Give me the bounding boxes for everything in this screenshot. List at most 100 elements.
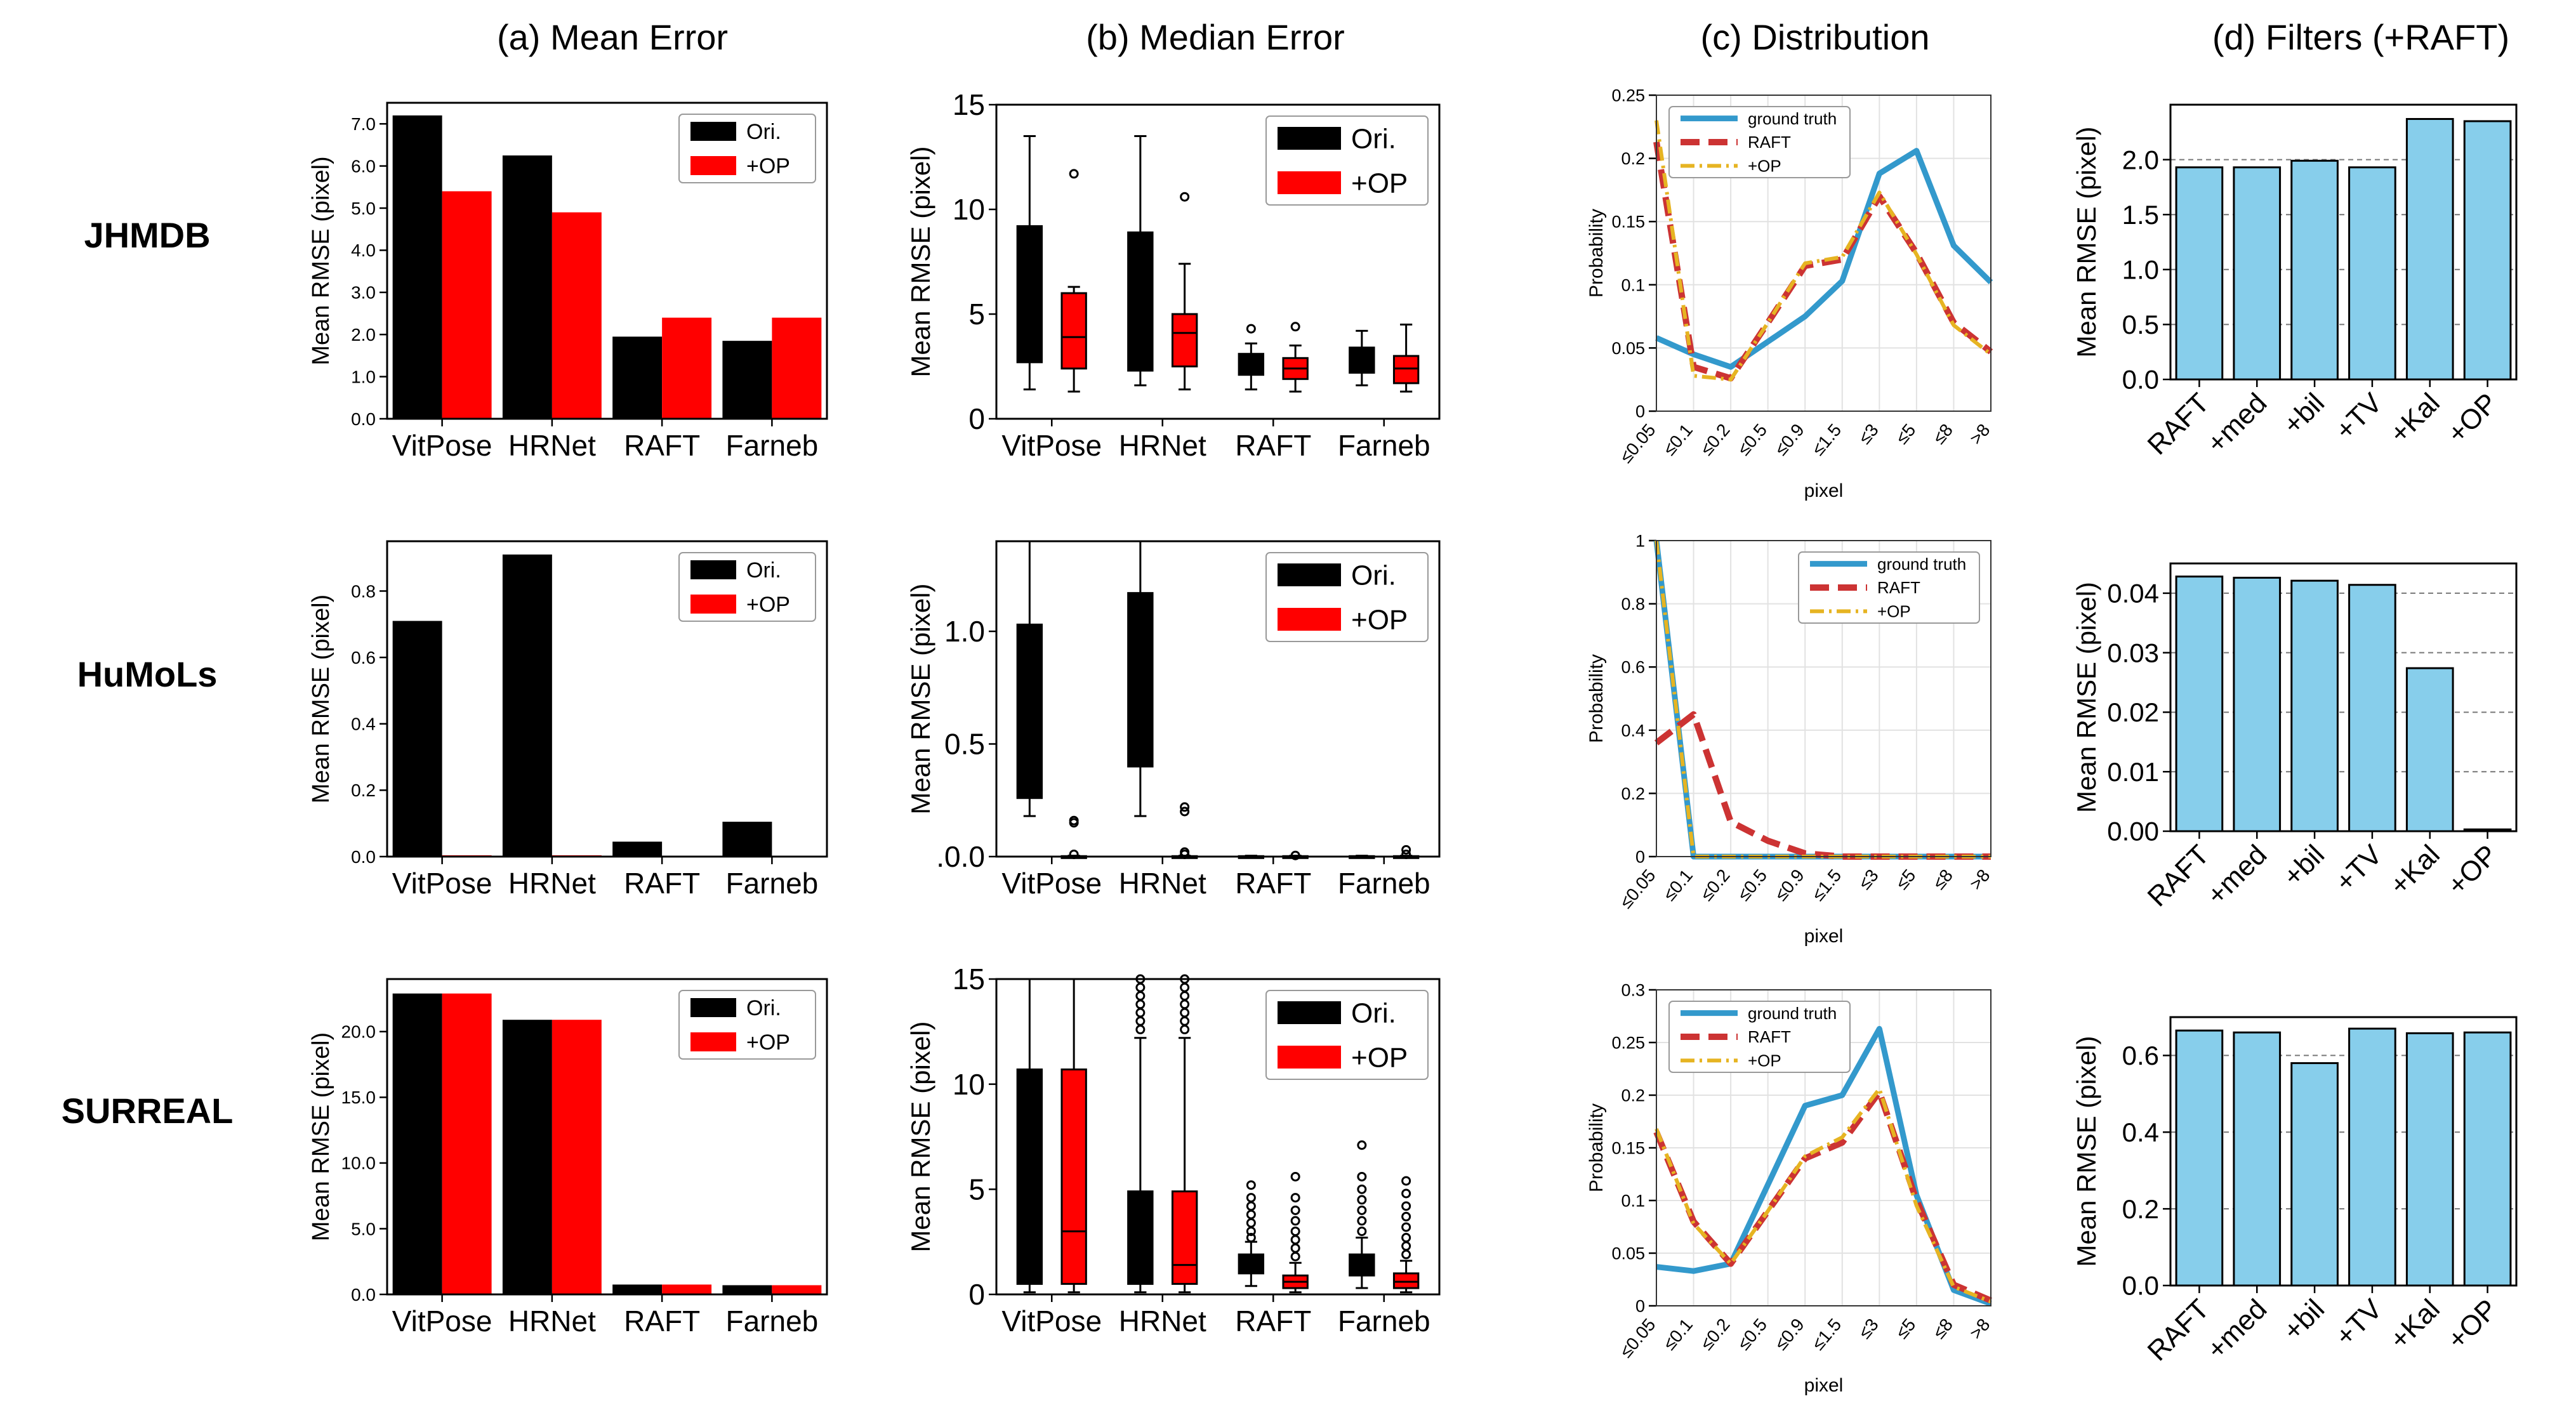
c-surreal-ytick-label: 0 xyxy=(1635,1296,1645,1315)
c-humols-legend-label: +OP xyxy=(1877,602,1911,621)
c-jhmdb-ylabel: Probability xyxy=(1586,209,1607,298)
c-surreal-legend-label: RAFT xyxy=(1748,1027,1791,1046)
a-jhmdb-category-label: RAFT xyxy=(624,429,700,462)
d-surreal-bar xyxy=(2233,1031,2282,1287)
b-surreal-box-Ori. xyxy=(1127,1190,1154,1285)
b-surreal-flier xyxy=(1401,1176,1411,1186)
d-jhmdb-ytick-label: 0.5 xyxy=(2122,310,2159,339)
c-jhmdb-ytick-label: 0.1 xyxy=(1621,275,1645,294)
b-surreal-category-label: HRNet xyxy=(1119,1305,1206,1338)
d-humols-bar xyxy=(2348,584,2396,832)
c-jhmdb-series-ground-truth xyxy=(1655,148,1993,370)
b-surreal-category-label: RAFT xyxy=(1235,1305,1311,1338)
c-surreal-xlabel: pixel xyxy=(1804,1375,1844,1396)
a-surreal-ytick-label: 15.0 xyxy=(341,1088,376,1107)
b-surreal-flier xyxy=(1180,1008,1190,1018)
a-humols-category-label: VitPose xyxy=(392,867,492,900)
d-humols-ytick-label: 0.02 xyxy=(2107,697,2159,727)
b-surreal-flier xyxy=(1246,1180,1256,1190)
b-jhmdb-legend-label: +OP xyxy=(1351,168,1408,199)
b-jhmdb-box-Ori. xyxy=(1349,346,1375,374)
a-surreal-bar-+OP xyxy=(442,993,492,1294)
d-surreal-bar xyxy=(2290,1062,2339,1287)
b-jhmdb-box-Ori. xyxy=(1016,225,1043,364)
a-surreal-category-label: RAFT xyxy=(624,1305,700,1338)
c-humols-category-label: ≤3 xyxy=(1854,865,1882,893)
a-surreal-legend-swatch xyxy=(690,998,736,1017)
c-humols-category-label: ≤0.5 xyxy=(1734,865,1771,905)
b-jhmdb-frame xyxy=(995,103,1441,420)
b-humols-ylabel: Mean RMSE (pixel) xyxy=(906,583,935,814)
b-surreal-flier xyxy=(1357,1216,1367,1226)
a-humols-bar-Ori. xyxy=(502,554,552,857)
b-humols-flier xyxy=(1290,850,1300,860)
c-surreal-legend-label: ground truth xyxy=(1748,1004,1837,1023)
b-jhmdb-box-+OP xyxy=(1060,292,1087,370)
c-jhmdb-category-label: ≤0.05 xyxy=(1616,420,1660,466)
c-surreal-category-label: ≤0.2 xyxy=(1696,1315,1734,1354)
d-surreal-category-label: RAFT xyxy=(2142,1293,2216,1367)
c-humols-legend xyxy=(1798,551,1980,624)
c-humols-xlabel: pixel xyxy=(1804,926,1844,947)
b-humols-box-Ori. xyxy=(1016,623,1043,799)
a-jhmdb-ytick-label: 6.0 xyxy=(351,156,376,176)
a-surreal-bar-Ori. xyxy=(612,1284,663,1294)
c-jhmdb-category-label: ≤0.1 xyxy=(1660,420,1697,459)
b-surreal-flier xyxy=(1180,982,1190,992)
c-jhmdb-category-label: ≤0.2 xyxy=(1696,420,1734,459)
b-humols-category-label: RAFT xyxy=(1235,867,1311,900)
a-surreal-bar-Ori. xyxy=(502,1020,552,1294)
b-humols-flier xyxy=(1401,849,1411,859)
a-jhmdb-ylabel: Mean RMSE (pixel) xyxy=(308,156,334,365)
b-surreal-flier xyxy=(1180,1025,1190,1035)
b-surreal-box-Ori. xyxy=(1238,1253,1265,1275)
c-humols-category-label: ≤0.1 xyxy=(1660,865,1697,905)
c-surreal-legend-label: +OP xyxy=(1748,1051,1781,1070)
b-jhmdb-ylabel: Mean RMSE (pixel) xyxy=(906,146,935,377)
a-surreal-bar-Ori. xyxy=(722,1285,772,1294)
b-surreal-flier xyxy=(1401,1233,1411,1243)
b-surreal-flier xyxy=(1357,1140,1367,1150)
b-humols-ytick-label: 0.5 xyxy=(944,728,985,761)
a-humols-ytick-label: 0.2 xyxy=(351,780,376,800)
a-humols-ytick-label: 0.8 xyxy=(351,581,376,601)
c-surreal-category-label: ≤0.1 xyxy=(1660,1315,1697,1354)
d-surreal-ytick-label: 0.2 xyxy=(2122,1194,2159,1224)
b-humols-category-label: HRNet xyxy=(1119,867,1206,900)
a-humols-ytick-label: 0.4 xyxy=(351,714,376,734)
c-humols-category-label: ≤0.2 xyxy=(1696,865,1734,905)
d-jhmdb-bar xyxy=(2233,166,2282,381)
c-jhmdb-legend-label: RAFT xyxy=(1748,133,1791,152)
d-surreal-category-label: +bil xyxy=(2277,1293,2330,1346)
b-surreal-flier xyxy=(1135,982,1146,992)
c-jhmdb-category-label: >8 xyxy=(1965,420,1993,448)
b-jhmdb-category-label: VitPose xyxy=(1001,429,1102,462)
b-jhmdb-category-label: Farneb xyxy=(1338,429,1430,462)
a-surreal-category-label: HRNet xyxy=(508,1305,596,1338)
a-surreal-ytick-label: 5.0 xyxy=(351,1219,376,1239)
b-jhmdb-legend-swatch xyxy=(1278,127,1341,150)
c-surreal-ytick-label: 0.1 xyxy=(1621,1191,1645,1210)
b-surreal-flier xyxy=(1290,1171,1300,1181)
d-jhmdb-bar xyxy=(2348,166,2396,381)
c-jhmdb-category-label: ≤5 xyxy=(1892,420,1920,448)
b-surreal-flier xyxy=(1246,1193,1256,1203)
d-surreal-category-label: +OP xyxy=(2441,1293,2504,1355)
c-jhmdb-ytick-label: 0.25 xyxy=(1611,86,1645,105)
d-humols-ytick-label: 0.03 xyxy=(2107,638,2159,668)
d-jhmdb-bar xyxy=(2463,120,2512,381)
a-jhmdb-ytick-label: 1.0 xyxy=(351,367,376,386)
b-surreal-ytick-label: 15 xyxy=(953,963,985,996)
d-humols-category-label: RAFT xyxy=(2142,839,2216,912)
b-humols-box-Ori. xyxy=(1127,592,1154,768)
d-humols-frame xyxy=(2169,562,2518,832)
c-humols-category-label: ≤8 xyxy=(1929,865,1957,893)
a-surreal-bar-+OP xyxy=(772,1285,822,1294)
b-humols-flier xyxy=(1180,802,1190,812)
c-jhmdb-category-label: ≤0.9 xyxy=(1771,420,1808,459)
b-surreal-flier xyxy=(1135,1008,1146,1018)
b-humols-ytick-label: 1.0 xyxy=(944,615,985,648)
b-surreal-flier xyxy=(1401,1222,1411,1232)
d-surreal-bar xyxy=(2405,1032,2454,1287)
d-humols-ylabel: Mean RMSE (pixel) xyxy=(2071,582,2101,813)
